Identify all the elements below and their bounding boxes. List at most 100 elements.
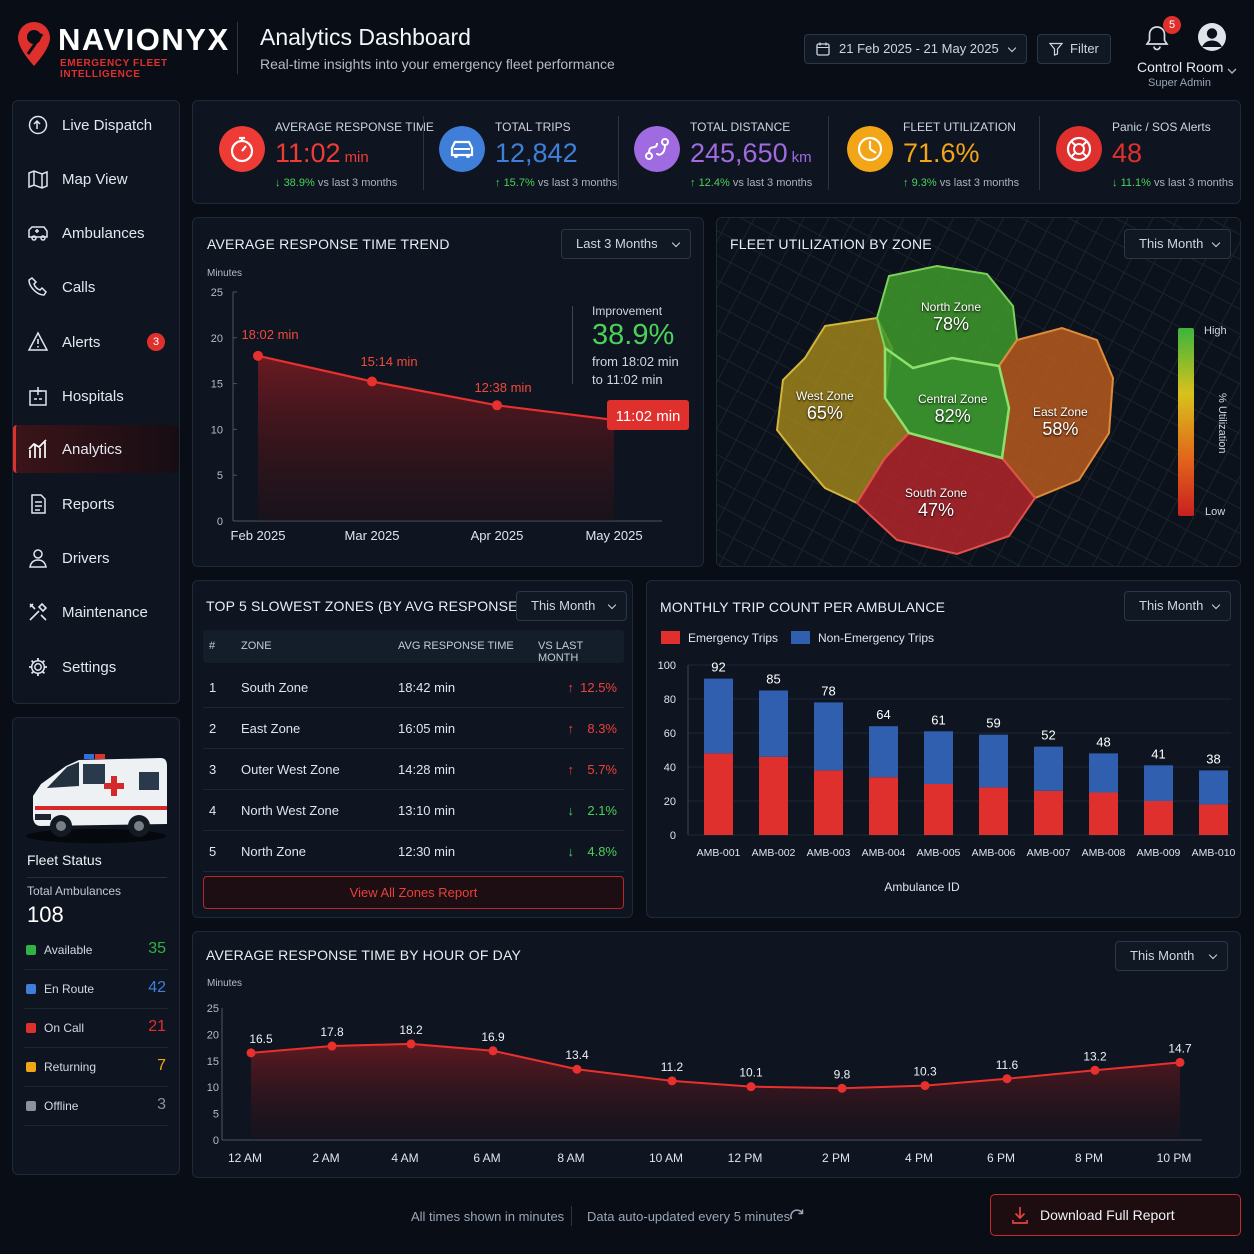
trend-point[interactable] — [253, 350, 263, 361]
kpi-fleet-utilization[interactable]: FLEET UTILIZATION 71.6% ↑ 9.3% vs last 3 m… — [847, 108, 1037, 198]
bar-non-emergency[interactable] — [869, 726, 898, 778]
notifications-button[interactable]: 5 — [1144, 16, 1184, 54]
bar-non-emergency[interactable] — [979, 734, 1008, 788]
zone-label-east-zone: East Zone 58% — [1033, 405, 1088, 440]
kpi-value: 71.6% — [903, 138, 980, 168]
x-tick-label: AMB-006 — [972, 847, 1016, 859]
col-vs-last: VS LAST MONTH — [538, 640, 584, 664]
trips-period-select[interactable]: This Month — [1124, 591, 1231, 621]
bar-non-emergency[interactable] — [1144, 765, 1173, 801]
kpi-total-distance[interactable]: TOTAL DISTANCE 245,650 km ↑ 12.4% vs last 3… — [634, 108, 824, 198]
bar-non-emergency[interactable] — [1199, 770, 1228, 805]
kpi-panic-sos-alerts[interactable]: Panic / SOS Alerts 48 ↓ 11.1% vs last 3 mo… — [1056, 108, 1246, 198]
view-all-zones-button[interactable]: View All Zones Report — [203, 876, 624, 909]
kpi-change-arrow: ↓ — [1112, 177, 1121, 189]
zone-period-select[interactable]: This Month — [1124, 229, 1231, 259]
trend-point[interactable] — [367, 376, 377, 387]
bar-non-emergency[interactable] — [1034, 746, 1063, 791]
sidebar-item-ambulances[interactable]: Ambulances — [13, 209, 179, 257]
y-tick-label: 20 — [207, 1029, 219, 1041]
user-menu[interactable]: Control Room Super Admin — [1134, 22, 1244, 92]
fleet-status-row-en-route[interactable]: En Route 42 — [24, 970, 168, 1009]
y-tick-label: 25 — [211, 287, 223, 299]
bar-emergency[interactable] — [759, 756, 788, 835]
kpi-change-note: vs last 3 months — [537, 177, 618, 189]
hourly-point[interactable] — [1090, 1065, 1100, 1075]
alert-icon — [27, 331, 49, 351]
fleet-status-row-available[interactable]: Available 35 — [24, 931, 168, 970]
kpi-change-arrow: ↓ — [275, 177, 284, 189]
sidebar-item-map-view[interactable]: Map View — [13, 155, 179, 203]
legend-swatch — [661, 631, 680, 644]
hourly-point[interactable] — [488, 1046, 498, 1056]
legend-swatch — [791, 631, 810, 644]
download-report-button[interactable]: Download Full Report — [990, 1194, 1241, 1236]
sidebar-item-analytics[interactable]: Analytics — [13, 425, 179, 473]
hourly-point[interactable] — [1175, 1057, 1185, 1067]
table-row[interactable]: 3 Outer West Zone 14:28 min ↑ 5.7% — [203, 749, 624, 790]
bar-emergency[interactable] — [814, 770, 843, 835]
hourly-point[interactable] — [920, 1081, 930, 1091]
row-zone: Outer West Zone — [241, 762, 340, 777]
sidebar-item-maintenance[interactable]: Maintenance — [13, 588, 179, 636]
bar-emergency[interactable] — [1199, 804, 1228, 835]
hourly-point[interactable] — [327, 1041, 337, 1051]
filter-button[interactable]: Filter — [1037, 34, 1111, 64]
tools-icon — [29, 602, 48, 621]
bar-emergency[interactable] — [1144, 801, 1173, 835]
bar-non-emergency[interactable] — [704, 678, 733, 754]
sidebar-item-hospitals[interactable]: Hospitals — [13, 372, 179, 420]
status-label: On Call — [44, 1021, 85, 1035]
sidebar-item-drivers[interactable]: Drivers — [13, 534, 179, 582]
trend-period-select[interactable]: Last 3 Months — [561, 229, 691, 259]
kpi-total-trips[interactable]: TOTAL TRIPS 12,842 ↑ 15.7% vs last 3 month… — [439, 108, 629, 198]
hourly-period-select[interactable]: This Month — [1115, 941, 1228, 971]
x-tick-label: AMB-003 — [807, 847, 851, 859]
bar-emergency[interactable] — [869, 777, 898, 835]
sidebar-item-live-dispatch[interactable]: Live Dispatch — [13, 101, 179, 149]
hourly-point[interactable] — [667, 1076, 677, 1086]
date-range-picker[interactable]: 21 Feb 2025 - 21 May 2025 — [804, 34, 1027, 64]
zone-name: South Zone — [905, 486, 968, 500]
bar-non-emergency[interactable] — [814, 702, 843, 771]
bar-emergency[interactable] — [979, 787, 1008, 835]
hourly-point[interactable] — [746, 1082, 756, 1092]
hourly-point[interactable] — [1002, 1074, 1012, 1084]
zone-value: 65% — [806, 403, 843, 423]
refresh-icon[interactable] — [788, 1207, 806, 1225]
x-tick-label: 4 PM — [905, 1151, 933, 1165]
y-tick-label: 0 — [217, 516, 223, 528]
bar-emergency[interactable] — [924, 784, 953, 835]
legend-label: Emergency Trips — [688, 631, 778, 645]
brand-logo[interactable]: NAVIONYX EMERGENCY FLEET INTELLIGENCE — [16, 20, 228, 80]
hourly-value-label: 11.2 — [661, 1060, 684, 1074]
kpi-average-response-time[interactable]: AVERAGE RESPONSE TIME 11:02 min ↓ 38.9% vs … — [219, 108, 434, 198]
table-row[interactable]: 2 East Zone 16:05 min ↑ 8.3% — [203, 708, 624, 749]
sidebar-item-settings[interactable]: Settings — [13, 643, 179, 691]
fleet-status-row-on-call[interactable]: On Call 21 — [24, 1009, 168, 1048]
central-zone-region[interactable] — [883, 345, 1011, 460]
table-row[interactable]: 4 North West Zone 13:10 min ↓ 2.1% — [203, 790, 624, 831]
table-row[interactable]: 1 South Zone 18:42 min ↑ 12.5% — [203, 667, 624, 708]
sidebar-item-calls[interactable]: Calls — [13, 263, 179, 311]
trend-point[interactable] — [492, 400, 502, 411]
hourly-point[interactable] — [837, 1083, 847, 1093]
bar-non-emergency[interactable] — [1089, 753, 1118, 793]
table-row[interactable]: 5 North Zone 12:30 min ↓ 4.8% — [203, 831, 624, 872]
hourly-point[interactable] — [572, 1064, 582, 1074]
row-time: 13:10 min — [398, 803, 456, 818]
sidebar-item-alerts[interactable]: Alerts 3 — [13, 318, 179, 366]
live-dispatch-icon — [28, 115, 48, 135]
fleet-status-row-returning[interactable]: Returning 7 — [24, 1048, 168, 1087]
bar-emergency[interactable] — [704, 753, 733, 835]
bar-non-emergency[interactable] — [924, 731, 953, 784]
bar-emergency[interactable] — [1089, 792, 1118, 836]
sidebar-item-reports[interactable]: Reports — [13, 480, 179, 528]
fleet-status-row-offline[interactable]: Offline 3 — [24, 1087, 168, 1126]
hourly-point[interactable] — [406, 1039, 416, 1049]
x-tick-label: 6 AM — [473, 1151, 500, 1165]
slowest-period-select[interactable]: This Month — [516, 591, 627, 621]
bar-non-emergency[interactable] — [759, 690, 788, 757]
hourly-point[interactable] — [246, 1048, 256, 1058]
bar-emergency[interactable] — [1034, 790, 1063, 835]
